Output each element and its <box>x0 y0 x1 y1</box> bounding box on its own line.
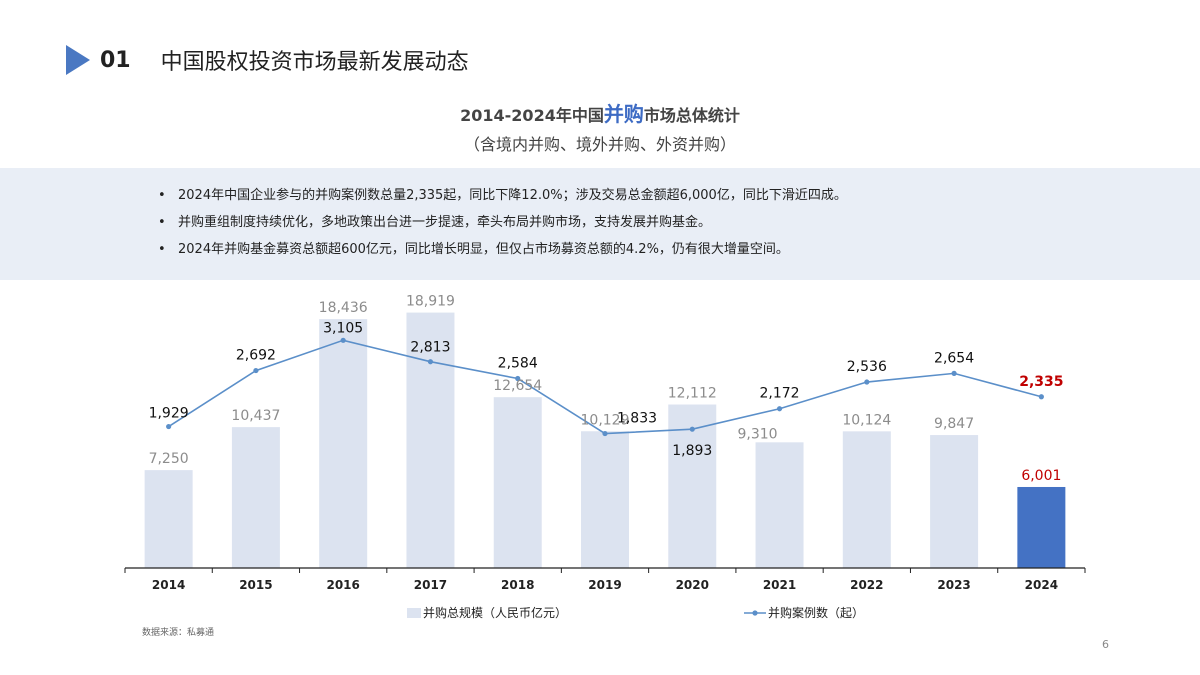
bar-2019 <box>581 431 629 568</box>
x-tick-label-2022: 2022 <box>850 578 883 592</box>
x-tick-label-2018: 2018 <box>501 578 534 592</box>
bar-2023 <box>930 435 979 568</box>
line-point-2021 <box>776 406 783 412</box>
section-title: 中国股权投资市场最新发展动态 <box>160 50 469 75</box>
bar-value-label-2020: 12,112 <box>668 385 717 401</box>
x-tick-label-2020: 2020 <box>676 578 709 592</box>
line-value-label-2023: 2,654 <box>934 350 974 366</box>
bar-value-label-2023: 9,847 <box>934 416 974 432</box>
line-value-label-2017: 2,813 <box>410 340 450 356</box>
x-tick-label-2015: 2015 <box>239 578 272 592</box>
x-tick-label-2021: 2021 <box>763 578 796 592</box>
legend-line-label: 并购案例数（起） <box>768 605 864 620</box>
line-point-2019 <box>602 430 608 437</box>
bar-value-label-2014: 7,250 <box>149 451 189 467</box>
line-value-label-2020: 1,893 <box>672 443 712 459</box>
bar-2017 <box>406 312 455 568</box>
bar-value-label-2019: 10,129 <box>581 412 630 428</box>
bar-2016 <box>319 319 368 568</box>
x-tick-label-2016: 2016 <box>326 578 359 592</box>
line-value-label-2024: 2,335 <box>1019 374 1063 390</box>
x-tick-label-2024: 2024 <box>1025 578 1058 592</box>
section-header: 01 中国股权投资市场最新发展动态 <box>66 42 469 78</box>
line-point-2018 <box>515 375 521 382</box>
x-tick-label-2019: 2019 <box>588 578 621 592</box>
bar-2022 <box>842 431 891 568</box>
line-point-2016 <box>340 337 346 343</box>
line-point-2020 <box>689 426 695 432</box>
legend-bar-swatch <box>407 608 421 618</box>
bar-value-label-2015: 10,437 <box>231 408 280 424</box>
chart-title-suffix: 市场总体统计 <box>643 106 740 125</box>
bar-2018 <box>493 397 542 568</box>
legend-bar-label: 并购总规模（人民币亿元） <box>423 605 567 620</box>
summary-text: 并购重组制度持续优化，多地政策出台进一步提速，牵头布局并购市场，支持发展并购基金… <box>178 215 712 230</box>
bullet-marker: • <box>158 242 166 257</box>
line-value-label-2018: 2,584 <box>498 356 538 372</box>
chart-subtitle: （含境内并购、境外并购、外资并购） <box>463 135 736 154</box>
triangle-icon <box>66 45 90 75</box>
summary-panel: • 2024年中国企业参与的并购案例数总量2,335起，同比下降12.0%；涉及交… <box>0 168 1200 280</box>
summary-item: • 并购重组制度持续优化，多地政策出台进一步提速，牵头布局并购市场，支持发展并购基… <box>158 209 847 236</box>
x-tick-label-2014: 2014 <box>152 578 185 592</box>
bar-value-label-2017: 18,919 <box>406 294 455 310</box>
summary-text: 2024年中国企业参与的并购案例数总量2,335起，同比下降12.0%；涉及交易… <box>178 188 847 203</box>
bar-2024 <box>1017 486 1066 568</box>
bullet-marker: • <box>158 215 166 230</box>
line-value-label-2021: 2,172 <box>759 386 799 402</box>
bar-2021 <box>755 442 804 568</box>
line-value-label-2019: 1,833 <box>617 411 657 427</box>
summary-item: • 2024年并购基金募资总额超600亿元，同比增长明显，但仅占市场募资总额的4.… <box>158 236 847 263</box>
line-point-2022 <box>864 379 870 385</box>
page-number: 6 <box>1102 638 1109 651</box>
line-value-label-2014: 1,929 <box>149 406 189 422</box>
line-point-2015 <box>253 367 259 374</box>
data-source: 数据来源：私募通 <box>142 628 215 638</box>
bar-2014 <box>144 470 193 568</box>
line-value-label-2022: 2,536 <box>847 359 887 375</box>
chart-title: 2014-2024年中国并购市场总体统计 <box>0 98 1200 127</box>
line-point-2017 <box>427 359 434 365</box>
ma-chart: 2014 2015 2016 2017 2018 2019 2020 2021 2022 2023… <box>124 294 1086 620</box>
bar-value-label-2021: 9,310 <box>737 426 777 442</box>
bar-value-label-2016: 18,436 <box>319 300 368 316</box>
summary-list: • 2024年中国企业参与的并购案例数总量2,335起，同比下降12.0%；涉及交… <box>158 182 847 263</box>
line-point-2023 <box>951 370 957 376</box>
line-point-2024 <box>1038 394 1044 400</box>
bar-value-label-2024: 6,001 <box>1021 468 1061 484</box>
x-tick-label-2023: 2023 <box>937 578 970 592</box>
summary-text: 2024年并购基金募资总额超600亿元，同比增长明显，但仅占市场募资总额的4.2… <box>178 242 789 257</box>
chart-title-prefix: 2014-2024年中国 <box>460 106 604 125</box>
section-number: 01 <box>100 47 131 73</box>
summary-item: • 2024年中国企业参与的并购案例数总量2,335起，同比下降12.0%；涉及交… <box>158 182 847 209</box>
line-value-label-2016: 3,105 <box>323 320 363 336</box>
bullet-marker: • <box>158 188 166 203</box>
x-tick-label-2017: 2017 <box>414 578 447 592</box>
line-point-2014 <box>166 423 172 430</box>
legend-line-marker <box>752 610 758 616</box>
line-value-label-2015: 2,692 <box>236 348 276 364</box>
chart-title-highlight: 并购 <box>603 102 644 126</box>
bar-2015 <box>231 427 280 568</box>
bar-value-label-2022: 10,124 <box>842 412 891 428</box>
bar-value-label-2018: 12,654 <box>493 378 542 394</box>
